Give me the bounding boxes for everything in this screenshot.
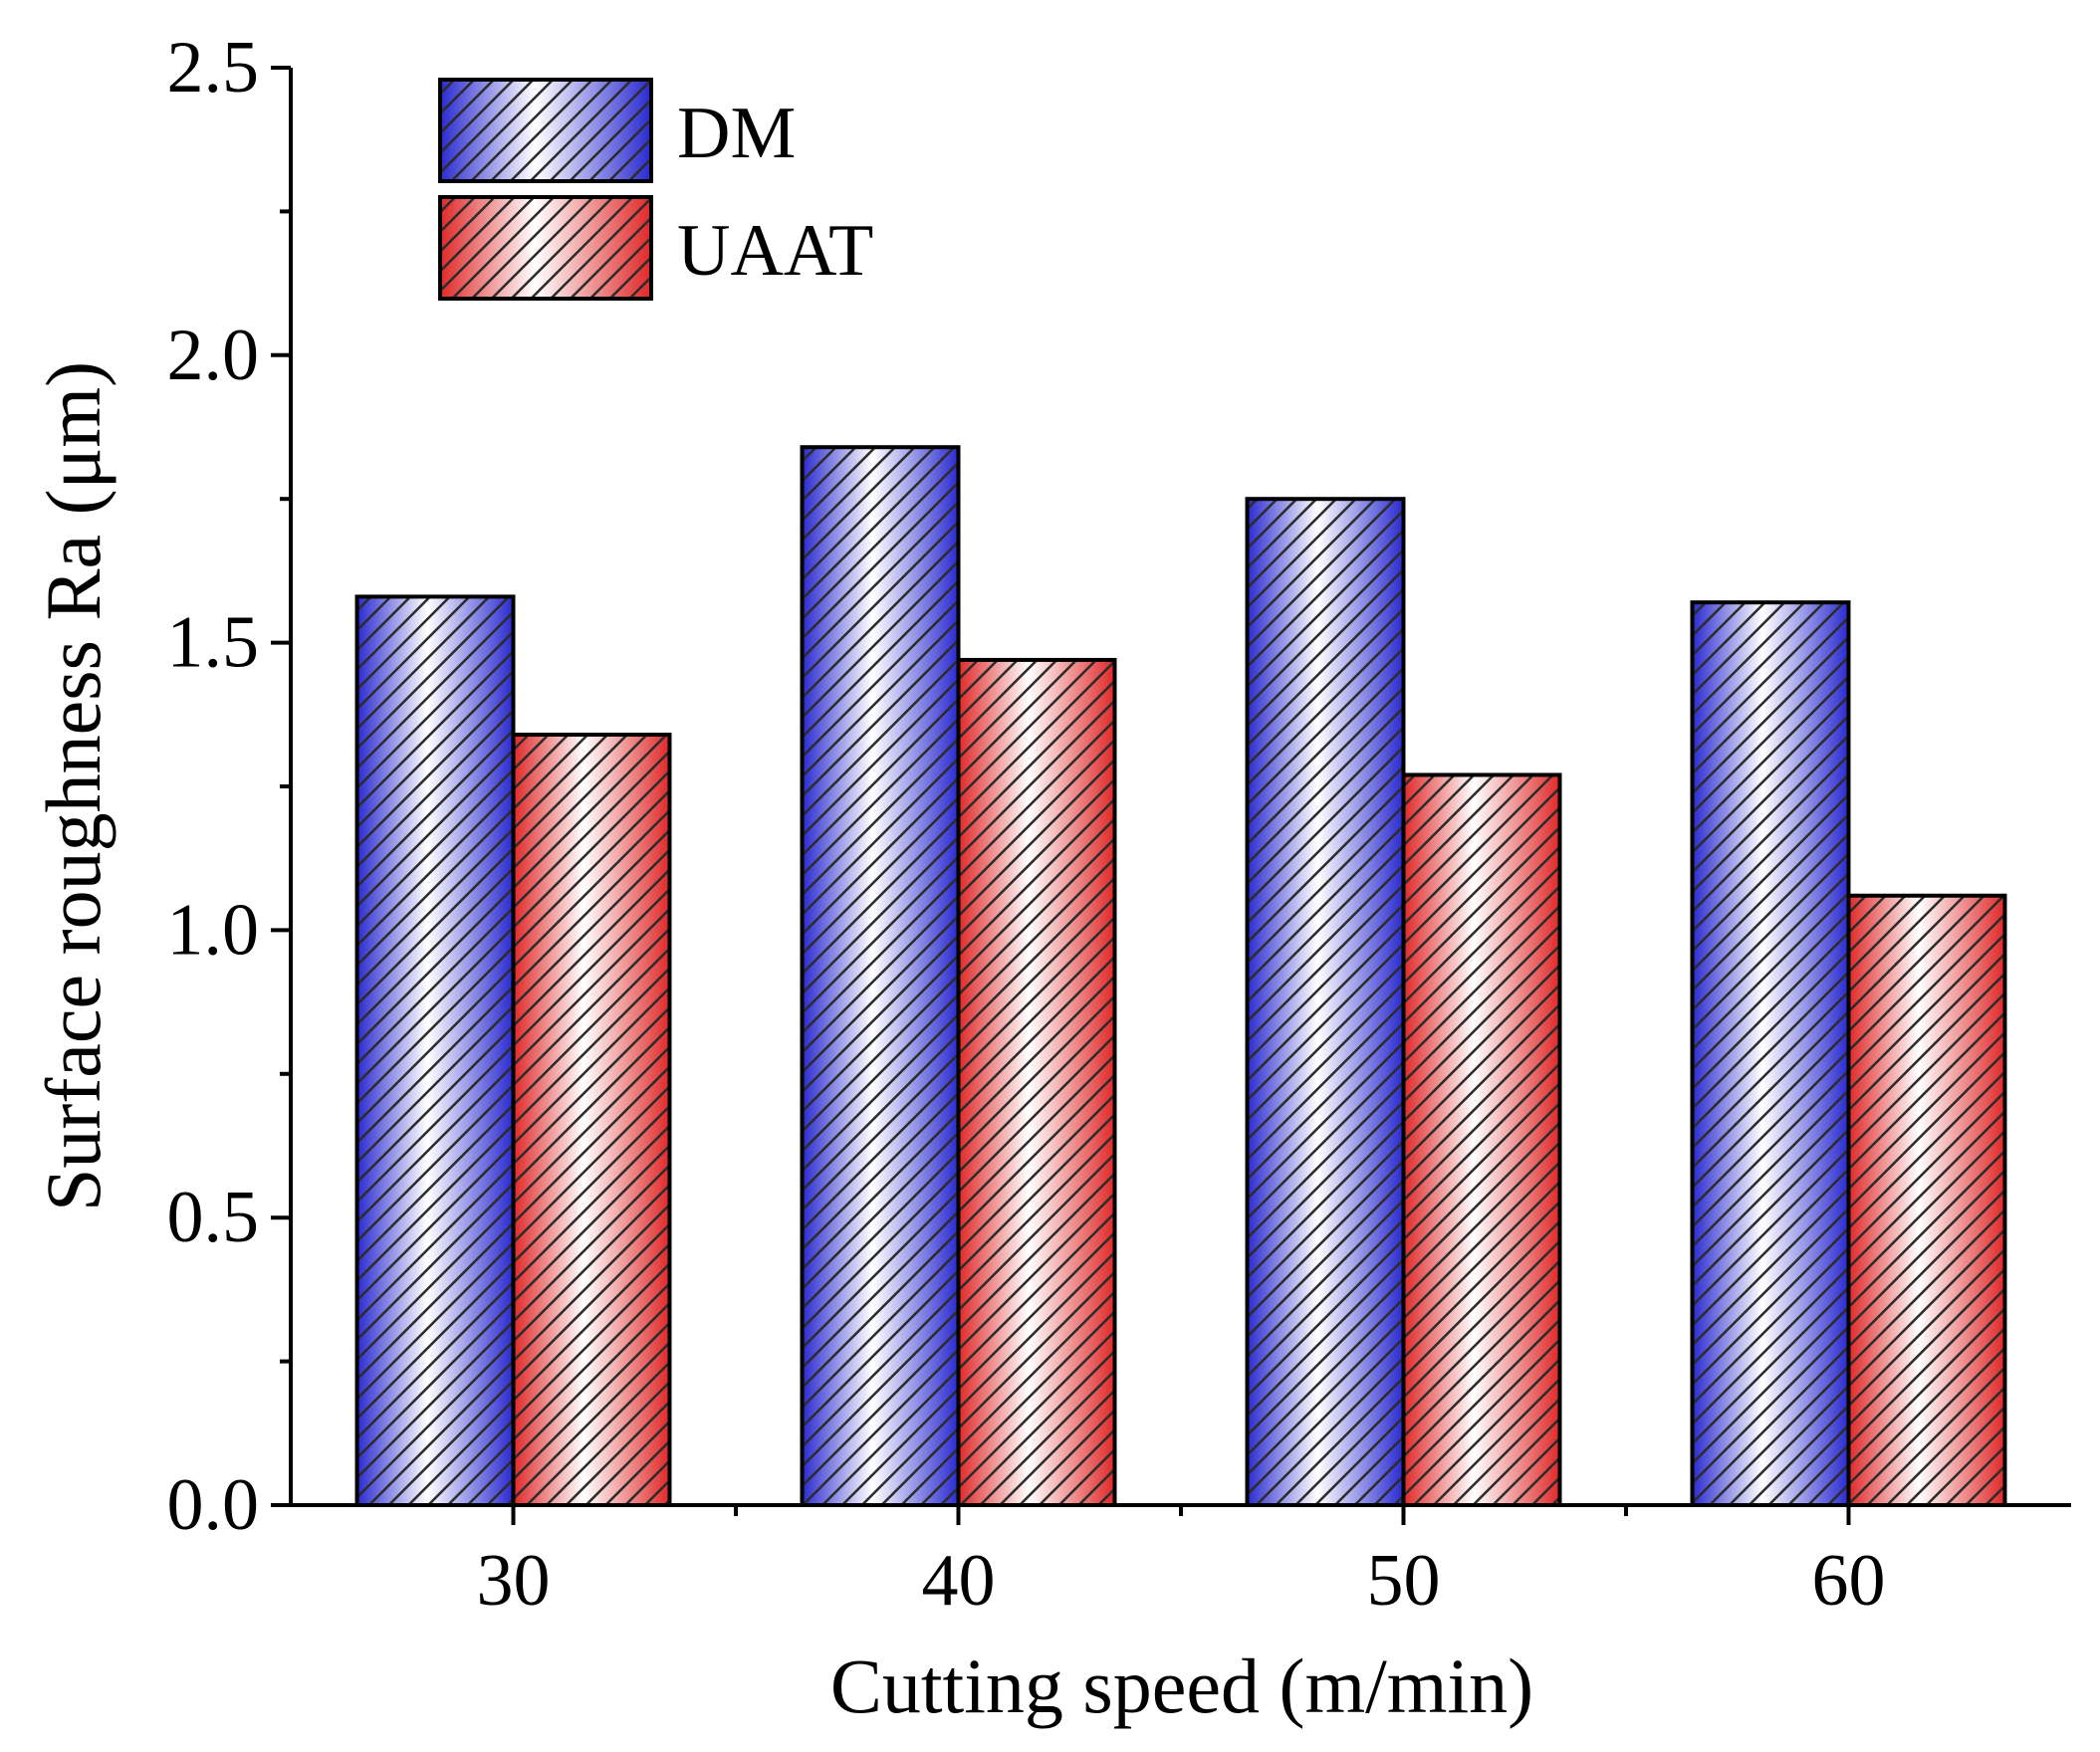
bar-outline bbox=[956, 657, 1117, 1507]
bar-uaat-40 bbox=[956, 657, 1117, 1507]
bar-dm-60 bbox=[1690, 600, 1851, 1507]
x-tick-label: 50 bbox=[1367, 1540, 1441, 1622]
bar-outline bbox=[354, 594, 516, 1507]
bar-dm-30 bbox=[354, 594, 516, 1507]
x-tick-label: 60 bbox=[1812, 1540, 1886, 1622]
x-ticks-group: 30 40 50 60 bbox=[477, 1505, 1886, 1622]
y-tick-label: 0.0 bbox=[167, 1464, 260, 1546]
bars-group bbox=[354, 445, 2007, 1508]
x-tick-label: 30 bbox=[477, 1540, 551, 1622]
x-axis-title: Cutting speed (m/min) bbox=[830, 1642, 1533, 1729]
bar-outline bbox=[1245, 497, 1406, 1507]
bar-outline bbox=[1690, 600, 1851, 1507]
x-tick-label: 40 bbox=[922, 1540, 996, 1622]
legend-item-dm: DM bbox=[438, 78, 796, 183]
bar-dm-40 bbox=[800, 445, 961, 1508]
y-axis-title: Surface roughness Ra (μm) bbox=[30, 361, 117, 1211]
y-ticks-group: 0.0 0.5 1.0 1.5 2.0 2.5 bbox=[167, 27, 291, 1546]
bar-outline bbox=[511, 733, 672, 1507]
bar-outline bbox=[800, 445, 961, 1508]
y-tick-label: 1.5 bbox=[167, 602, 260, 684]
legend-swatch bbox=[438, 195, 653, 301]
legend-label: UAAT bbox=[677, 210, 873, 292]
legend: DM UAAT bbox=[438, 78, 873, 301]
bar-uaat-60 bbox=[1846, 893, 2007, 1507]
bar-outline bbox=[1846, 893, 2007, 1507]
bar-uaat-50 bbox=[1401, 772, 1562, 1507]
bar-outline bbox=[1401, 772, 1562, 1507]
legend-swatch bbox=[438, 78, 653, 183]
bar-uaat-30 bbox=[511, 733, 672, 1507]
y-tick-label: 2.0 bbox=[167, 315, 260, 396]
y-tick-label: 2.5 bbox=[167, 27, 260, 109]
legend-label: DM bbox=[677, 93, 796, 174]
legend-item-uaat: UAAT bbox=[438, 195, 873, 301]
y-tick-label: 0.5 bbox=[167, 1177, 260, 1258]
bar-dm-50 bbox=[1245, 497, 1406, 1507]
y-tick-label: 1.0 bbox=[167, 889, 260, 971]
